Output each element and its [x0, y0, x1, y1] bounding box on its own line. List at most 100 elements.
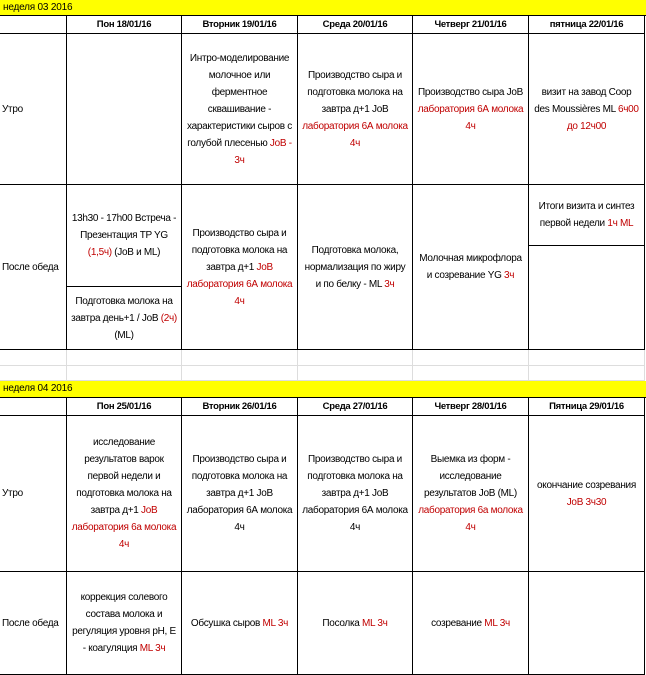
- schedule-cell: Подготовка молока, нормализация по жиру …: [298, 185, 413, 350]
- row-label: После обеда: [0, 572, 67, 675]
- schedule-cell: Производство сыра и подготовка молока на…: [298, 416, 413, 572]
- text-run: исследование результатов варок первой не…: [76, 437, 172, 516]
- day-header: Пятница 29/01/16: [529, 398, 645, 416]
- schedule-cell: Выемка из форм - исследование результато…: [413, 416, 529, 572]
- text-run: Производство сыра и подготовка молока на…: [302, 454, 408, 533]
- cell-text: окончание созревания JoB 3ч30: [533, 477, 640, 511]
- text-run: (ML): [114, 329, 134, 341]
- schedule-cell: Подготовка молока на завтра день+1 / JoB…: [67, 287, 182, 350]
- highlight-text: лаборатория 6А молока 4ч: [417, 103, 524, 132]
- schedule-cell: [529, 246, 645, 350]
- cell-text: Молочная микрофлора и созревание YG 3ч: [417, 250, 524, 284]
- schedule-cell: [529, 572, 645, 675]
- cell-text: 13h30 - 17h00 Встреча - Презентация TP Y…: [71, 210, 177, 261]
- highlight-text: 6ч00 до 12ч00: [566, 103, 639, 132]
- highlight-text: ML 3ч: [139, 643, 166, 654]
- empty-cell: [413, 350, 529, 366]
- text-run: Выемка из форм - исследование результато…: [424, 454, 517, 499]
- text-run: окончание созревания: [537, 479, 636, 491]
- cell-text: Производство сыра и подготовка молока на…: [186, 451, 293, 536]
- text-run: Производство сыра JoB: [418, 86, 523, 98]
- empty-cell: [67, 366, 182, 381]
- header-blank: [0, 398, 67, 416]
- schedule-cell: Производство сыра и подготовка молока на…: [182, 185, 298, 350]
- cell-text: Производство сыра JoB лаборатория 6А мол…: [417, 84, 524, 135]
- text-run: (JoB и ML): [111, 247, 161, 258]
- cell-text: Итоги визита и синтез первой недели 1ч M…: [533, 198, 640, 232]
- text-run: визит на завод Coop des Moussières ML: [534, 86, 632, 115]
- schedule-cell: визит на завод Coop des Moussières ML 6ч…: [529, 34, 645, 185]
- cell-text: визит на завод Coop des Moussières ML 6ч…: [533, 84, 640, 135]
- schedule-cell: Обсушка сыров ML 3ч: [182, 572, 298, 675]
- highlight-text: 3ч: [504, 270, 515, 281]
- text-run: Посолка: [322, 617, 362, 629]
- empty-cell: [413, 366, 529, 381]
- text-run: Производство сыра и подготовка молока на…: [186, 454, 293, 533]
- cell-text: Выемка из форм - исследование результато…: [417, 451, 524, 536]
- cell-text: Производство сыра и подготовка молока на…: [302, 67, 408, 152]
- row-label: Утро: [0, 34, 67, 185]
- day-header: пятница 22/01/16: [529, 16, 645, 34]
- day-header: Пон 25/01/16: [67, 398, 182, 416]
- schedule-cell: Молочная микрофлора и созревание YG 3ч: [413, 185, 529, 350]
- day-header: Среда 20/01/16: [298, 16, 413, 34]
- empty-cell: [67, 350, 182, 366]
- day-header: Пон 18/01/16: [67, 16, 182, 34]
- text-run: Итоги визита и синтез первой недели: [538, 201, 635, 229]
- highlight-text: 1ч ML: [607, 218, 634, 229]
- cell-text: Производство сыра и подготовка молока на…: [186, 225, 293, 310]
- cell-text: коррекция солевого состава молока и регу…: [71, 589, 177, 657]
- empty-cell: [182, 366, 298, 381]
- text-run: Молочная микрофлора и созревание YG: [419, 253, 522, 281]
- cell-text: Подготовка молока, нормализация по жиру …: [302, 242, 408, 293]
- highlight-text: лаборатория 6а молока 4ч: [418, 505, 523, 533]
- text-run: Производство сыра и подготовка молока на…: [307, 69, 403, 115]
- highlight-text: 3ч: [384, 278, 395, 290]
- empty-cell: [529, 366, 645, 381]
- text-run: 13h30 - 17h00 Встреча - Презентация TP Y…: [71, 213, 177, 241]
- text-run: Подготовка молока, нормализация по жиру …: [304, 244, 406, 290]
- highlight-text: лаборатория 6А молока 4ч: [302, 120, 408, 149]
- schedule-cell: Интро-моделирование молочное или фермент…: [182, 34, 298, 185]
- schedule-cell: коррекция солевого состава молока и регу…: [67, 572, 182, 675]
- highlight-text: ML 3ч: [262, 617, 289, 629]
- schedule-cell: [67, 34, 182, 185]
- empty-cell: [0, 366, 67, 381]
- cell-text: Посолка ML 3ч: [322, 615, 387, 632]
- highlight-text: ML 3ч: [362, 617, 388, 629]
- schedule-cell: Производство сыра и подготовка молока на…: [182, 416, 298, 572]
- highlight-text: (2ч): [160, 312, 178, 324]
- empty-cell: [529, 350, 645, 366]
- empty-cell: [298, 366, 413, 381]
- cell-text: исследование результатов варок первой не…: [71, 434, 177, 553]
- schedule-cell: Производство сыра JoB лаборатория 6А мол…: [413, 34, 529, 185]
- schedule-cell: окончание созревания JoB 3ч30: [529, 416, 645, 572]
- row-label: Утро: [0, 416, 67, 572]
- day-header: Вторник 19/01/16: [182, 16, 298, 34]
- day-header: Четверг 21/01/16: [413, 16, 529, 34]
- cell-text: Интро-моделирование молочное или фермент…: [186, 50, 293, 169]
- schedule-cell: 13h30 - 17h00 Встреча - Презентация TP Y…: [67, 185, 182, 287]
- highlight-text: JoB - 3ч: [234, 137, 292, 166]
- text-run: Обсушка сыров: [190, 617, 263, 629]
- cell-text: Подготовка молока на завтра день+1 / JoB…: [71, 293, 177, 344]
- empty-cell: [298, 350, 413, 366]
- cell-text: Производство сыра и подготовка молока на…: [302, 451, 408, 536]
- text-run: Интро-моделирование молочное или фермент…: [187, 52, 292, 149]
- cell-text: созревание ML 3ч: [431, 615, 510, 632]
- week-title: неделя 03 2016: [0, 0, 646, 16]
- text-run: Производство сыра и подготовка молока на…: [191, 227, 288, 273]
- cell-text: Обсушка сыров ML 3ч: [191, 615, 288, 632]
- day-header: Вторник 26/01/16: [182, 398, 298, 416]
- text-run: Подготовка молока на завтра день+1 / JoB: [71, 295, 173, 324]
- highlight-text: JoB 3ч30: [566, 496, 607, 508]
- day-header: Четверг 28/01/16: [413, 398, 529, 416]
- week-title: неделя 04 2016: [0, 381, 646, 398]
- highlight-text: (1,5ч): [87, 247, 112, 258]
- highlight-text: JoB лаборатория 6А молока 4ч: [186, 261, 293, 307]
- empty-cell: [182, 350, 298, 366]
- day-header: Среда 27/01/16: [298, 398, 413, 416]
- highlight-text: JoB лаборатория 6а молока 4ч: [71, 505, 177, 550]
- text-run: коррекция солевого состава молока и регу…: [72, 592, 176, 654]
